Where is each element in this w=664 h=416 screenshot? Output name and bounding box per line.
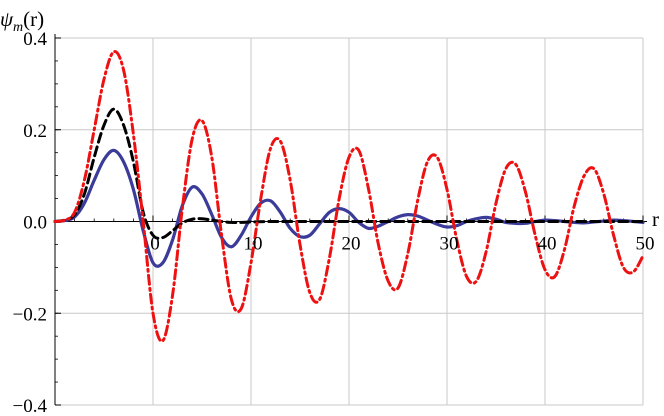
y-tick-label-0: −0.4 [13, 396, 48, 416]
x-tick-label-0: 0 [150, 234, 160, 255]
x-axis-label: r [652, 207, 659, 231]
x-tick-label-3: 30 [440, 234, 459, 255]
y-tick-label-4: 0.4 [23, 29, 47, 50]
y-axis-label: ψm(r) [0, 7, 44, 35]
series-group [53, 50, 645, 343]
x-tick-label-5: 50 [636, 234, 655, 255]
series-line-2-dashdot [53, 50, 645, 343]
x-tick-label-4: 40 [538, 234, 557, 255]
y-axis-label-main: ψ [0, 7, 14, 31]
tick-labels: −0.4 −0.2 0.0 0.2 0.4 0 10 20 30 40 50 [13, 29, 655, 416]
series-line-1-dashed [53, 107, 645, 240]
y-tick-label-2: 0.0 [23, 213, 47, 234]
x-tick-label-2: 20 [342, 234, 361, 255]
series-line-0-solid [53, 148, 645, 268]
y-axis-label-sub: m [13, 20, 23, 35]
x-tick-label-1: 10 [244, 234, 263, 255]
y-tick-label-3: 0.2 [23, 121, 47, 142]
y-axis-label-tail: (r) [23, 7, 44, 31]
y-tick-label-1: −0.2 [13, 304, 47, 325]
